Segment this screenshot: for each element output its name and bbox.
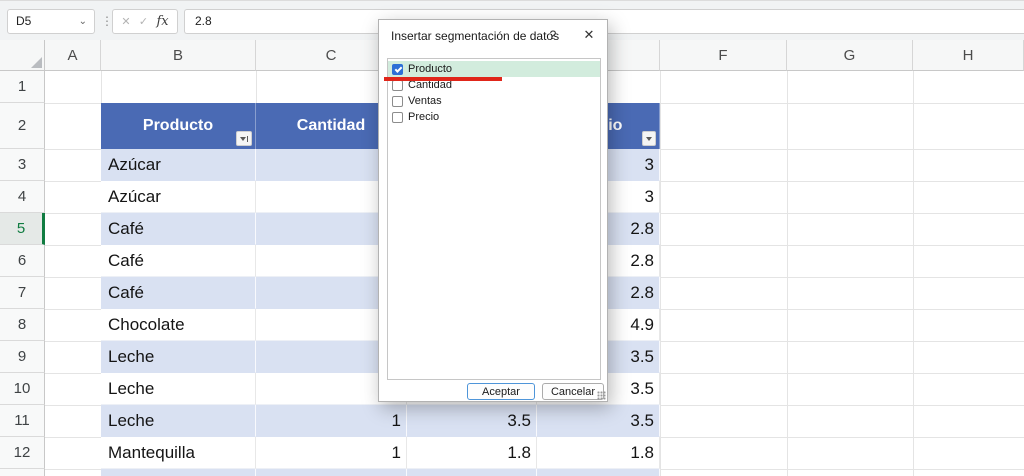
enter-icon[interactable]: ✓ xyxy=(138,16,149,28)
cell-producto[interactable]: Azúcar xyxy=(101,149,256,181)
accept-button[interactable]: Aceptar xyxy=(467,383,535,400)
formula-controls: ✕ ✓ fx xyxy=(112,9,178,34)
select-all-triangle-icon xyxy=(31,57,42,68)
dialog-title: Insertar segmentación de datos xyxy=(391,29,560,43)
column-header-a[interactable]: A xyxy=(45,40,101,71)
kebab-menu-icon: ⋮ xyxy=(101,14,113,28)
checkbox-icon[interactable] xyxy=(392,79,403,91)
cell-precio[interactable]: 1.8 xyxy=(537,437,660,469)
checkbox-icon[interactable] xyxy=(392,63,403,75)
sort-arrow-icon xyxy=(247,135,248,142)
column-header-h[interactable]: H xyxy=(913,40,1024,71)
cancel-button[interactable]: Cancelar xyxy=(542,383,604,400)
cell-precio[interactable]: 1.8 xyxy=(537,469,660,476)
row-header-4[interactable]: 4 xyxy=(0,181,45,213)
fx-icon[interactable]: fx xyxy=(156,14,169,29)
cell-precio[interactable]: 3.5 xyxy=(537,373,660,405)
cell-producto[interactable]: Leche xyxy=(101,341,256,373)
row-header-6[interactable]: 6 xyxy=(0,245,45,277)
filter-arrow-icon xyxy=(240,136,246,141)
sort-filter-icon[interactable] xyxy=(236,131,252,146)
cell-producto[interactable]: Mantequilla xyxy=(101,469,256,476)
table-row: Mantequilla 1 1.8 1.8 xyxy=(101,437,660,469)
table-header-producto[interactable]: Producto xyxy=(101,103,256,149)
cell-reference: D5 xyxy=(16,14,32,28)
formula-bar-strip: D5 ⌄ ⋮ ✕ ✓ fx 2.8 xyxy=(0,0,1024,40)
cell-producto[interactable]: Azúcar xyxy=(101,181,256,213)
cell-cantidad[interactable]: 1 xyxy=(256,405,407,437)
filter-arrow-icon xyxy=(646,136,652,141)
row-header-8[interactable]: 8 xyxy=(0,309,45,341)
field-label: Cantidad xyxy=(408,79,453,91)
cell-precio[interactable]: 3.5 xyxy=(537,405,660,437)
field-label: Ventas xyxy=(408,95,442,107)
row-header-12[interactable]: 12 xyxy=(0,437,45,469)
field-item-producto[interactable]: Producto xyxy=(388,61,600,77)
help-icon[interactable]: ? xyxy=(549,28,557,42)
cell-producto[interactable]: Café xyxy=(101,245,256,277)
column-header-f[interactable]: F xyxy=(660,40,787,71)
row-header-7[interactable]: 7 xyxy=(0,277,45,309)
field-list: Producto Cantidad Ventas Precio xyxy=(387,58,601,380)
cell-producto[interactable]: Chocolate xyxy=(101,309,256,341)
cell-producto[interactable]: Café xyxy=(101,277,256,309)
table-row: Leche 1 3.5 3.5 xyxy=(101,405,660,437)
chevron-down-icon[interactable]: ⌄ xyxy=(78,16,87,27)
cell-producto[interactable]: Leche xyxy=(101,373,256,405)
checkbox-icon[interactable] xyxy=(392,95,403,107)
filter-dropdown-icon[interactable] xyxy=(642,131,656,146)
cell-producto[interactable]: Mantequilla xyxy=(101,437,256,469)
field-label: Precio xyxy=(408,111,440,123)
row-header-3[interactable]: 3 xyxy=(0,149,45,181)
gridline xyxy=(913,71,914,476)
cell-producto[interactable]: Café xyxy=(101,213,256,245)
column-header-g[interactable]: G xyxy=(787,40,913,71)
row-header-10[interactable]: 10 xyxy=(0,373,45,405)
table-row: Mantequilla 1 1.8 1.8 xyxy=(101,469,660,476)
table-header-label: Cantidad xyxy=(296,117,366,134)
cell-cantidad[interactable]: 1 xyxy=(256,469,407,476)
checkbox-icon[interactable] xyxy=(392,111,403,123)
row-header-2[interactable]: 2 xyxy=(0,103,45,149)
column-header-b[interactable]: B xyxy=(101,40,256,71)
close-icon[interactable]: ✕ xyxy=(583,27,595,42)
row-header-11[interactable]: 11 xyxy=(0,405,45,437)
annotation-underline xyxy=(384,77,502,81)
cell-producto[interactable]: Leche xyxy=(101,405,256,437)
row-headers: 1 2 3 4 5 6 7 8 9 10 11 12 13 xyxy=(0,71,45,476)
resize-grip[interactable] xyxy=(597,391,606,400)
gridline xyxy=(787,71,788,476)
gridline xyxy=(660,71,661,476)
table-header-label: Producto xyxy=(142,117,214,134)
row-header-13[interactable]: 13 xyxy=(0,469,45,476)
select-all-corner[interactable] xyxy=(0,40,45,71)
insert-slicer-dialog: Insertar segmentación de datos ? ✕ Produ… xyxy=(378,19,608,402)
cell-ventas[interactable]: 1.8 xyxy=(407,437,537,469)
cancel-icon[interactable]: ✕ xyxy=(121,16,131,28)
row-header-1[interactable]: 1 xyxy=(0,71,45,103)
row-header-9[interactable]: 9 xyxy=(0,341,45,373)
field-item-precio[interactable]: Precio xyxy=(388,109,600,125)
row-header-5[interactable]: 5 xyxy=(0,213,45,245)
cell-cantidad[interactable]: 1 xyxy=(256,437,407,469)
field-item-ventas[interactable]: Ventas xyxy=(388,93,600,109)
cell-ventas[interactable]: 3.5 xyxy=(407,405,537,437)
cell-ventas[interactable]: 1.8 xyxy=(407,469,537,476)
field-label: Producto xyxy=(408,63,453,75)
name-box[interactable]: D5 ⌄ xyxy=(7,9,95,34)
